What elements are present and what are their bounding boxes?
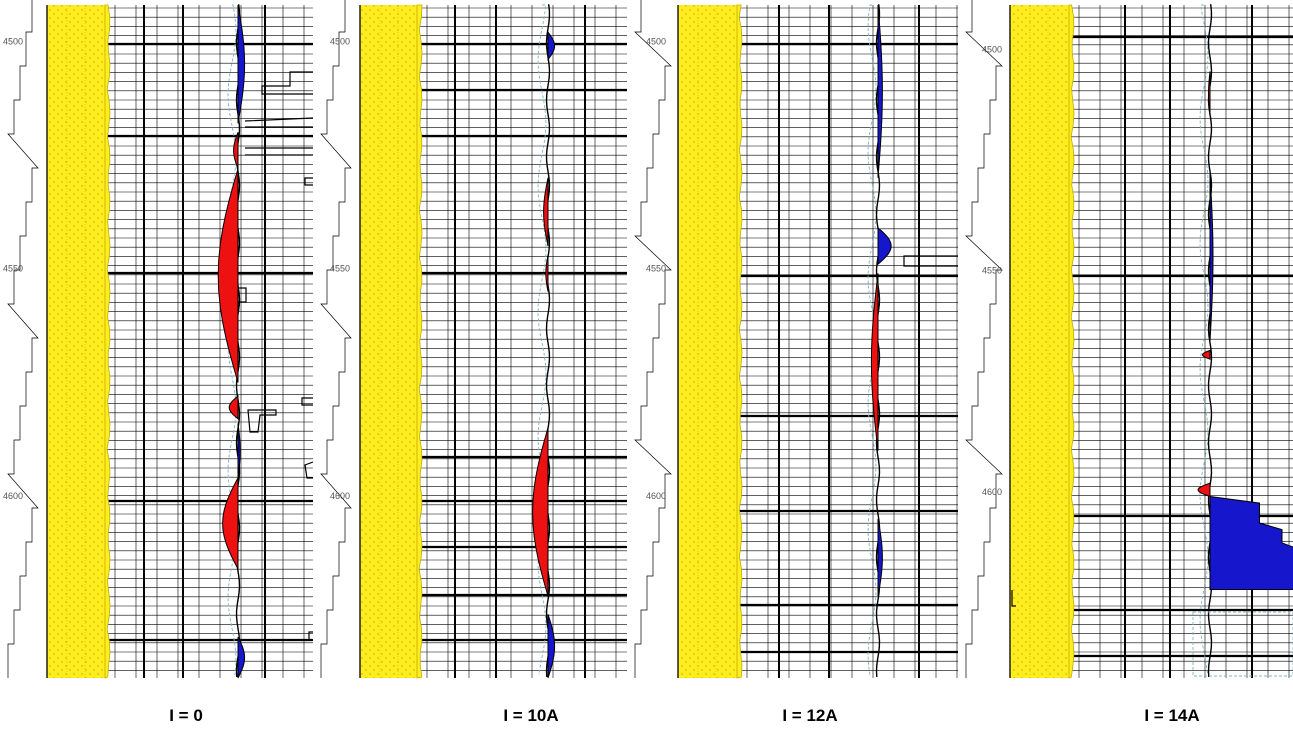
panel-2-grid xyxy=(416,5,627,678)
panel-1-depth-scale-edge xyxy=(7,0,39,678)
panel-4-anomaly-positive xyxy=(1197,482,1211,498)
panel-2-depth-label: 4600 xyxy=(330,491,350,501)
panel-2-anomaly-positive xyxy=(532,427,549,597)
panel-2-track-edge xyxy=(416,4,423,679)
panel-2-anomaly-negative xyxy=(547,614,556,679)
panel-1-anomaly-positive xyxy=(217,168,239,383)
panel-3-grid xyxy=(736,5,958,678)
panel-2-anomaly-negative xyxy=(547,30,556,62)
flag-marker xyxy=(304,461,314,479)
panel-3-depth-scale-edge xyxy=(634,0,672,678)
panel-3-depth-label: 4550 xyxy=(646,264,666,274)
panel-1-anomaly-positive xyxy=(222,477,239,570)
panel-3-anomaly-negative xyxy=(877,4,883,178)
flag-marker xyxy=(244,117,314,156)
panel-4-anomaly-positive xyxy=(1207,71,1211,116)
panel-1-track-edge xyxy=(104,4,111,679)
flag-marker xyxy=(1192,611,1293,677)
panel-3-depth-label: 4500 xyxy=(646,36,666,46)
panel-1-depth-label: 4550 xyxy=(3,264,23,274)
panel-4-baseline xyxy=(1199,4,1209,676)
flag-marker xyxy=(304,177,313,186)
panel-1-caption: I = 0 xyxy=(169,706,203,725)
panel-2-baseline xyxy=(537,4,547,676)
flag-marker xyxy=(247,409,277,433)
flag-marker xyxy=(308,631,313,641)
panel-3-track-edge xyxy=(736,4,743,679)
panel-1-anomaly-positive xyxy=(228,395,239,420)
panel-3-anomaly-negative xyxy=(877,518,883,597)
panel-3-anomaly-positive xyxy=(870,273,879,451)
panel-3-lithology-track xyxy=(678,5,737,678)
flag-marker xyxy=(1011,590,1016,607)
panel-4-annotations xyxy=(1011,590,1293,677)
panel-3-annotations xyxy=(903,255,958,267)
flag-marker xyxy=(301,397,313,406)
panel-1-lithology-track xyxy=(47,5,105,678)
panel-2-depth-scale-edge xyxy=(320,0,352,678)
panel-4-depth-scale-edge xyxy=(965,0,1003,678)
panel-2-lithology-track xyxy=(360,5,417,678)
panel-1-baseline xyxy=(227,4,237,676)
panel-2-caption: I = 10A xyxy=(503,706,559,725)
panel-2-anomaly-positive xyxy=(545,255,549,292)
panel-4-anomaly-positive xyxy=(1201,349,1211,360)
panel-1-anomaly-negative xyxy=(237,4,246,124)
panel-1-anomaly-positive xyxy=(233,132,239,169)
panel-3-depth-label: 4600 xyxy=(646,491,666,501)
panel-4-track-edge xyxy=(1068,4,1075,679)
panel-2-anomaly-positive xyxy=(543,177,549,247)
flag-marker xyxy=(238,287,247,303)
panel-2-depth-label: 4550 xyxy=(330,264,350,274)
panel-2-depth-label: 4500 xyxy=(330,36,350,46)
panel-4-depth-label: 4500 xyxy=(982,44,1002,54)
panel-3-caption: I = 12A xyxy=(782,706,838,725)
flag-marker xyxy=(261,71,313,95)
panel-1-grid xyxy=(104,5,313,678)
panel-4-anomaly-negative xyxy=(1209,173,1214,342)
panel-4-anomaly-negative xyxy=(1209,495,1293,590)
panel-1-depth-label: 4600 xyxy=(3,491,23,501)
panel-4-depth-label: 4600 xyxy=(982,487,1002,497)
panel-4-lithology-track xyxy=(1010,5,1069,678)
panel-4-depth-label: 4550 xyxy=(982,266,1002,276)
panel-4-caption: I = 14A xyxy=(1144,706,1200,725)
flag-marker xyxy=(903,255,958,267)
panel-1-annotations xyxy=(238,71,314,641)
panel-3-anomaly-negative xyxy=(877,226,892,266)
panel-1-anomaly-negative xyxy=(237,423,241,478)
panel-1-depth-label: 4500 xyxy=(3,36,23,46)
panel-1-anomaly-negative xyxy=(237,636,246,679)
